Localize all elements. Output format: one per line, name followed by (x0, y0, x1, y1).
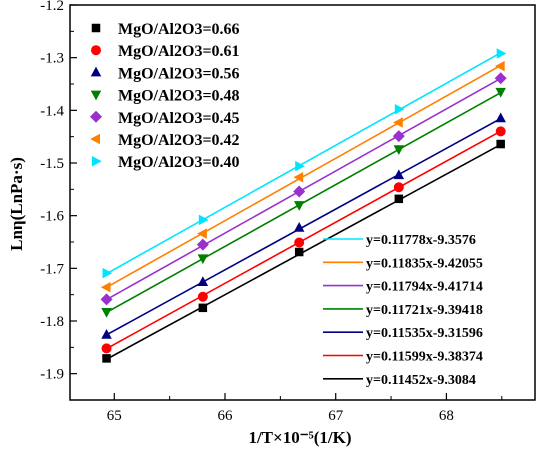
data-point (198, 214, 209, 226)
x-tick-label: 67 (328, 408, 344, 424)
legend-marker (91, 23, 101, 33)
data-point (197, 254, 209, 265)
y-tick-label: -1.2 (40, 0, 64, 14)
data-point (101, 328, 112, 339)
data-point (393, 169, 405, 180)
legend-label: MgO/Al2O3=0.40 (118, 154, 240, 171)
data-point (393, 117, 403, 128)
fit-legend-label: y=0.11835x-9.42055 (366, 256, 483, 271)
data-point (102, 354, 111, 363)
fit-legend-label: y=0.11794x-9.41714 (366, 280, 483, 295)
legend-marker (90, 133, 100, 145)
legend-marker (90, 66, 102, 77)
data-point (101, 343, 112, 354)
data-point (197, 276, 209, 287)
x-tick-label: 68 (439, 408, 454, 424)
data-point (394, 104, 405, 115)
fit-legend-label: y=0.11452x-9.3084 (366, 373, 476, 388)
fit-legend: y=0.11778x-9.3576 y=0.11835x-9.42055 y=0.1… (323, 233, 483, 388)
data-point (494, 60, 505, 72)
data-point (100, 282, 111, 293)
data-point (496, 48, 507, 59)
data-point (495, 87, 506, 98)
data-point (198, 303, 208, 313)
data-points (100, 48, 507, 363)
legend-label: MgO/Al2O3=0.48 (118, 88, 240, 105)
legend-marker (90, 90, 102, 101)
data-point (294, 247, 304, 257)
legend-label: MgO/Al2O3=0.56 (118, 65, 240, 82)
data-point (394, 194, 404, 204)
data-point (495, 126, 506, 137)
y-tick-label: -1.9 (40, 367, 64, 383)
legend-label: MgO/Al2O3=0.45 (118, 110, 240, 127)
legend-label: MgO/Al2O3=0.66 (118, 21, 240, 38)
y-tick-label: -1.6 (40, 209, 64, 225)
fit-line (106, 130, 502, 350)
x-tick-label: 66 (218, 408, 234, 424)
fit-legend-label: y=0.11535x-9.31596 (366, 326, 483, 341)
fit-line (106, 143, 502, 360)
data-point (293, 201, 305, 211)
data-point (197, 291, 208, 302)
x-tick-label: 65 (107, 408, 122, 424)
data-point (294, 237, 305, 248)
legend-marker (91, 45, 101, 56)
data-point (295, 160, 305, 172)
data-point (293, 222, 305, 232)
fit-line (106, 52, 502, 275)
data-point (393, 182, 404, 193)
y-tick-label: -1.4 (40, 103, 64, 119)
data-point (393, 145, 405, 156)
fit-line (106, 77, 502, 301)
legend-marker (92, 155, 102, 167)
legend-label: MgO/Al2O3=0.61 (118, 43, 240, 60)
legend-marker (90, 110, 102, 123)
data-point (197, 228, 207, 239)
data-point (392, 130, 405, 143)
data-point (100, 293, 113, 306)
x-axis-title: 1/T×10⁻⁵(1/K) (248, 428, 351, 447)
fit-legend-label: y=0.11599x-9.38374 (366, 350, 483, 365)
data-point (196, 238, 209, 251)
y-axis-title: Lnη(LnPa·s) (7, 157, 26, 251)
plot-frame (69, 4, 536, 401)
y-tick-label: -1.5 (40, 156, 64, 172)
y-tick-label: -1.3 (40, 51, 64, 67)
y-tick-label: -1.8 (40, 314, 64, 330)
data-point (102, 267, 113, 279)
fit-legend-label: y=0.11721x-9.39418 (366, 303, 483, 318)
fit-line (106, 64, 502, 289)
y-tick-label: -1.7 (40, 261, 64, 277)
data-point (496, 139, 505, 149)
fit-legend-label: y=0.11778x-9.3576 (366, 233, 476, 248)
series-legend: MgO/Al2O3=0.66 MgO/Al2O3=0.61 MgO/Al2O3=0.… (90, 21, 240, 171)
data-point (293, 171, 304, 183)
axes: 65 66 67 68 -1.2 -1.3 -1.4 -1.5 -1.6 -1.7 -1.8 -1.9 (40, 0, 536, 424)
fit-line (106, 117, 502, 336)
data-point (293, 185, 306, 198)
data-point (495, 112, 506, 123)
fit-lines (106, 52, 502, 360)
data-point (101, 308, 112, 318)
data-point (494, 72, 507, 85)
legend-label: MgO/Al2O3=0.42 (118, 132, 240, 149)
